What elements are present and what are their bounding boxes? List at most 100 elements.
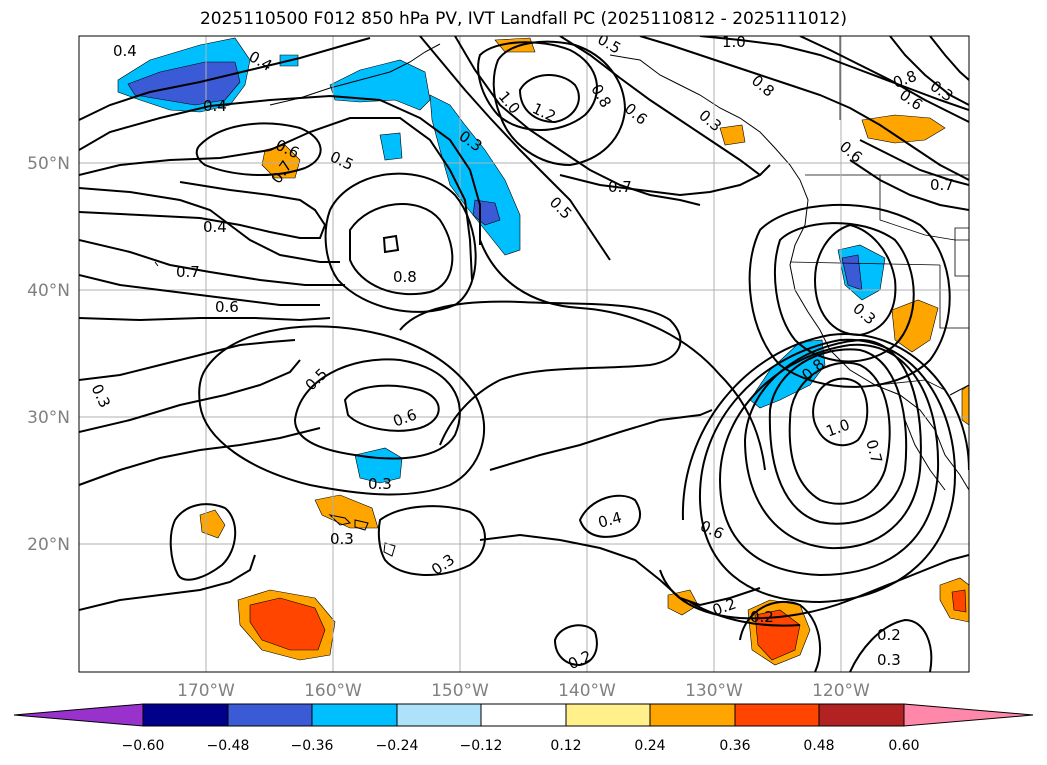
pv-contours (79, 36, 969, 672)
contour-label: 0.4 (596, 508, 624, 532)
coastline (949, 384, 969, 396)
contour-line (479, 533, 761, 607)
contour-line (889, 36, 969, 106)
positive-anomaly-core (249, 597, 326, 651)
contour-line (743, 338, 922, 550)
y-tick-label: 50°N (27, 154, 70, 174)
island (354, 519, 369, 531)
contour-line (79, 554, 256, 611)
contour-line (559, 164, 771, 197)
contour-line (382, 234, 400, 254)
contour-label: 0.4 (203, 218, 227, 236)
x-tick-label: 140°W (558, 681, 616, 701)
contour-line (79, 117, 473, 281)
contour-line (659, 554, 969, 620)
colorbar-underflow-arrow (13, 703, 144, 727)
contour-line (799, 36, 969, 123)
contour-label: 0.6 (215, 298, 239, 316)
x-tick-label: 150°W (431, 681, 489, 701)
positive-anomaly-region (961, 384, 969, 426)
contour-line (324, 172, 477, 313)
positive-anomaly-core (754, 609, 801, 661)
contour-label: 0.2 (750, 608, 774, 626)
positive-anomaly-region (891, 299, 939, 353)
contour-line (79, 274, 320, 306)
island (154, 261, 159, 267)
contour-line (293, 358, 461, 460)
colorbar-overflow-arrow (903, 703, 1034, 727)
contour-label: 0.3 (368, 475, 392, 493)
contour-line (698, 338, 957, 604)
x-axis-labels: 170°W 160°W 150°W 140°W 130°W 120°W (177, 681, 870, 701)
positive-anomaly-core (951, 589, 967, 613)
contour-line (559, 36, 761, 176)
contour-line (79, 37, 371, 121)
contour-line (79, 427, 321, 486)
political-borders (789, 36, 969, 391)
colorbar-tick-label: −0.24 (376, 738, 419, 754)
coastline (269, 43, 441, 106)
border (879, 175, 969, 241)
contour-line (929, 36, 969, 81)
contour-line (79, 339, 296, 381)
contour-label: 0.7 (930, 176, 954, 194)
contour-line (518, 73, 580, 124)
contour-line (849, 159, 969, 211)
shaded-anomalies (117, 37, 969, 666)
contour-label: 0.2 (877, 626, 901, 644)
y-axis-labels: 50°N 40°N 30°N 20°N (27, 154, 70, 555)
contour-line (169, 503, 237, 581)
island (328, 514, 352, 526)
contour-line (699, 36, 969, 111)
contour-line (489, 409, 713, 471)
contour-line (79, 317, 331, 322)
contour-line (79, 239, 345, 286)
colorbar-tick-label: −0.36 (291, 738, 334, 754)
colorbar-segment (311, 703, 398, 727)
x-tick-label: 170°W (177, 681, 235, 701)
colorbar-segment (480, 703, 567, 727)
contour-label: 0.4 (113, 42, 137, 60)
colorbar-tick-label: 0.12 (550, 738, 581, 754)
contour-line (399, 300, 682, 446)
colorbar-tick-labels: −0.60 −0.48 −0.36 −0.24 −0.12 0.12 0.24 … (122, 738, 920, 754)
negative-anomaly-region (379, 132, 403, 161)
positive-anomaly-region (667, 589, 699, 616)
contour-line (79, 181, 327, 239)
map-title: 2025110500 F012 850 hPa PV, IVT Landfall… (199, 9, 847, 29)
positive-anomaly-region (861, 114, 946, 144)
colorbar-tick-label: 0.24 (634, 738, 665, 754)
contour-line (79, 94, 481, 245)
colorbar-segment (227, 703, 313, 727)
contour-label: 0.7 (176, 263, 200, 281)
positive-anomaly-region (261, 144, 301, 179)
contour-line (748, 203, 951, 388)
contour-line (768, 348, 908, 525)
colorbar-segment (565, 703, 651, 727)
contour-line (198, 325, 485, 496)
x-tick-label: 130°W (685, 681, 743, 701)
contour-line (681, 333, 969, 521)
contour-line (859, 139, 969, 186)
contour-label: 0.8 (393, 268, 417, 286)
contour-line (479, 239, 766, 471)
colorbar-segment (818, 703, 905, 727)
contour-line (812, 377, 869, 447)
colorbar-tick-label: 0.36 (719, 738, 750, 754)
contour-label: 0.3 (877, 651, 901, 669)
y-tick-label: 20°N (27, 535, 70, 555)
y-tick-label: 40°N (27, 281, 70, 301)
colorbar-segment (396, 703, 482, 727)
colorbar (13, 703, 1034, 727)
plot-frame (78, 35, 970, 673)
x-tick-label: 120°W (812, 681, 870, 701)
colorbar-segment (649, 703, 736, 727)
colorbar-tick-label: 0.60 (888, 738, 919, 754)
contour-line (553, 624, 598, 667)
contour-line (79, 187, 340, 263)
negative-anomaly-core (127, 61, 241, 106)
contour-line (477, 41, 598, 131)
colorbar-tick-label: −0.48 (207, 738, 250, 754)
positive-anomaly-region (719, 124, 746, 146)
